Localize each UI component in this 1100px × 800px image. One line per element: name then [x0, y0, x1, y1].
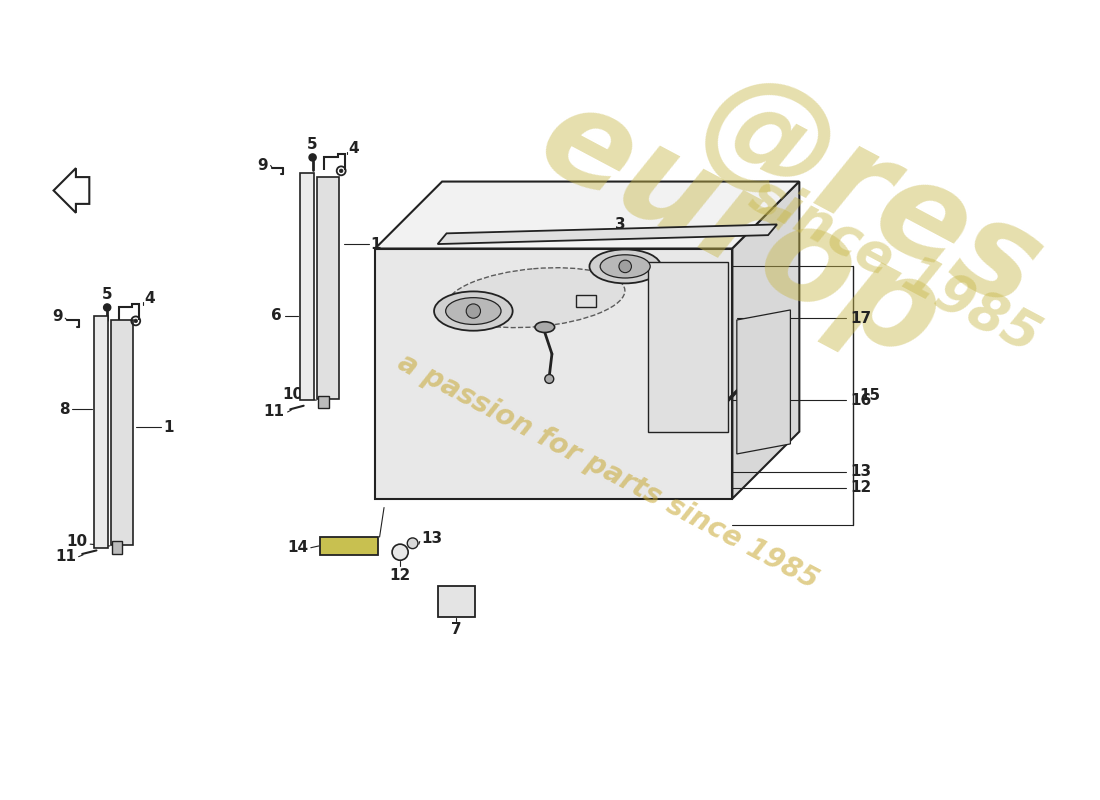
Polygon shape — [375, 182, 800, 249]
Polygon shape — [737, 310, 791, 454]
Circle shape — [407, 538, 418, 549]
Circle shape — [134, 319, 138, 322]
Ellipse shape — [535, 322, 554, 333]
Text: 15: 15 — [859, 389, 880, 403]
Text: 11: 11 — [55, 549, 76, 564]
Circle shape — [466, 304, 481, 318]
Text: 12: 12 — [850, 480, 871, 495]
Text: 14: 14 — [287, 540, 308, 555]
Text: 5: 5 — [102, 287, 112, 302]
Text: a passion for parts since 1985: a passion for parts since 1985 — [393, 349, 823, 595]
Bar — [320, 537, 377, 555]
Bar — [300, 173, 315, 400]
Text: 12: 12 — [389, 568, 410, 583]
Bar — [576, 295, 596, 307]
Bar — [438, 586, 475, 618]
Text: since 1985: since 1985 — [741, 169, 1047, 364]
Polygon shape — [375, 249, 733, 498]
Bar — [111, 320, 133, 545]
Ellipse shape — [434, 291, 513, 330]
Text: 1: 1 — [164, 420, 174, 434]
Polygon shape — [733, 182, 800, 498]
Circle shape — [544, 374, 553, 383]
Ellipse shape — [590, 250, 661, 283]
Text: 7: 7 — [451, 622, 462, 637]
Text: @res: @res — [679, 53, 1060, 337]
Text: europ: europ — [518, 73, 960, 389]
Bar — [317, 177, 340, 398]
Bar — [318, 396, 329, 409]
Text: 17: 17 — [850, 310, 871, 326]
Text: 5: 5 — [307, 137, 318, 152]
Circle shape — [103, 304, 111, 311]
Text: 4: 4 — [349, 141, 359, 156]
Text: 10: 10 — [283, 386, 304, 402]
Text: 6: 6 — [272, 308, 283, 323]
Text: 11: 11 — [263, 405, 284, 419]
Text: 1: 1 — [371, 237, 381, 251]
Ellipse shape — [601, 254, 650, 278]
Text: 4: 4 — [145, 291, 155, 306]
Circle shape — [340, 169, 343, 173]
Text: 9: 9 — [257, 158, 268, 173]
Bar — [111, 542, 122, 554]
Text: 9: 9 — [52, 309, 63, 324]
Ellipse shape — [446, 298, 501, 325]
Ellipse shape — [447, 268, 625, 328]
Text: 13: 13 — [421, 531, 442, 546]
Text: 16: 16 — [850, 393, 871, 408]
Bar — [94, 315, 108, 548]
Text: 10: 10 — [66, 534, 88, 549]
Text: 8: 8 — [59, 402, 69, 417]
Bar — [648, 262, 728, 432]
Circle shape — [392, 544, 408, 560]
Text: 13: 13 — [850, 464, 871, 479]
Text: 3: 3 — [615, 217, 626, 232]
Circle shape — [309, 154, 316, 161]
Circle shape — [619, 260, 631, 273]
Polygon shape — [438, 225, 777, 244]
